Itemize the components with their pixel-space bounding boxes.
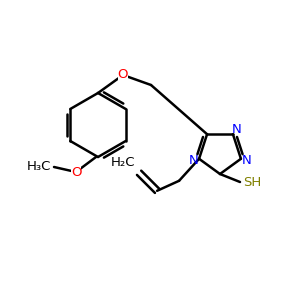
Text: N: N [232,123,241,136]
Text: SH: SH [243,176,261,188]
Text: N: N [242,154,251,167]
Text: O: O [71,166,81,178]
Text: H₂C: H₂C [111,156,135,169]
Text: N: N [188,154,198,167]
Text: H₃C: H₃C [27,160,51,173]
Text: O: O [118,68,128,82]
